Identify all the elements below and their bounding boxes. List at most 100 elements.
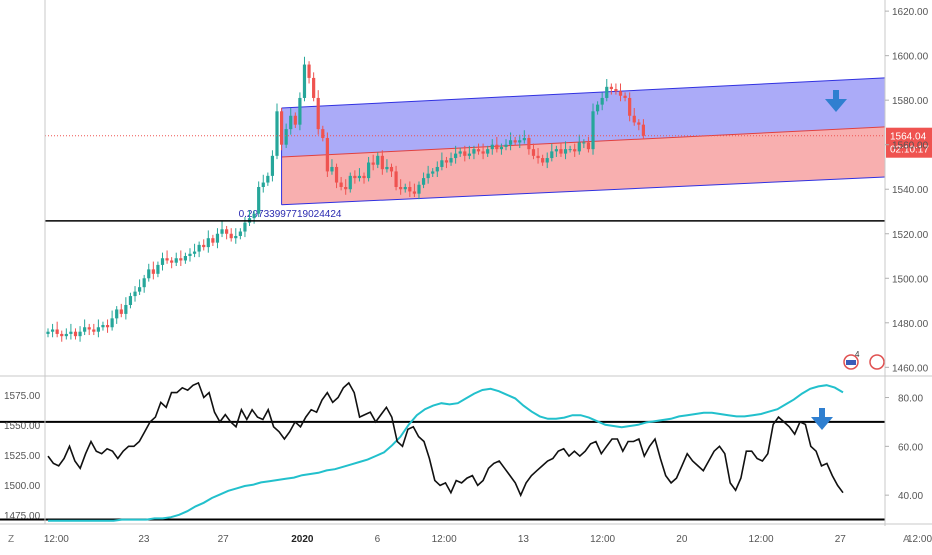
candle-body bbox=[344, 187, 348, 190]
candle-body bbox=[426, 173, 430, 179]
down-arrow-icon bbox=[825, 90, 847, 112]
time-tick-label: 12:00 bbox=[907, 534, 932, 545]
candle-body bbox=[115, 309, 119, 319]
candle-body bbox=[330, 166, 334, 172]
right-tick-label: 80.00 bbox=[898, 394, 923, 405]
candle-body bbox=[577, 142, 581, 152]
current-price-badge bbox=[886, 127, 932, 158]
candle-body bbox=[600, 97, 604, 105]
candle-body bbox=[188, 253, 192, 257]
time-tick-label: 12:00 bbox=[44, 534, 69, 545]
time-tick-label: 12:00 bbox=[590, 534, 615, 545]
candle-body bbox=[69, 331, 73, 334]
candle-body bbox=[325, 138, 329, 172]
time-tick-label: 6 bbox=[375, 534, 381, 545]
auto-scale-button[interactable]: A bbox=[903, 534, 910, 545]
moving-average-line bbox=[48, 384, 844, 522]
candle-body bbox=[261, 182, 265, 187]
price-tick-label: 1480.00 bbox=[892, 319, 929, 330]
candle-body bbox=[133, 291, 137, 297]
candle-body bbox=[284, 129, 288, 145]
candle-body bbox=[279, 111, 284, 145]
candle-body bbox=[467, 153, 471, 156]
candle-body bbox=[192, 251, 197, 254]
candle-body bbox=[614, 89, 618, 92]
candle-body bbox=[499, 146, 504, 150]
candle-body bbox=[440, 160, 444, 167]
price-tick-label: 1580.00 bbox=[892, 96, 929, 107]
channel-upper-fill bbox=[281, 77, 886, 157]
events-badge[interactable]: 4 bbox=[843, 350, 885, 370]
candle-body bbox=[412, 191, 416, 194]
price-tick-label: 1560.00 bbox=[892, 141, 929, 152]
candle-body bbox=[321, 129, 325, 139]
channel-lower-line[interactable] bbox=[281, 176, 886, 206]
candle-body bbox=[252, 213, 256, 219]
regression-channel[interactable]: 0.29733997719024424 bbox=[239, 77, 886, 220]
candle-body bbox=[444, 160, 449, 163]
candle-body bbox=[225, 229, 229, 234]
candle-body bbox=[270, 155, 275, 176]
candle-body bbox=[55, 329, 59, 334]
left-tick-label: 1500.00 bbox=[4, 481, 41, 492]
candle-body bbox=[202, 244, 206, 248]
candle-body bbox=[508, 140, 513, 145]
candle-body bbox=[215, 233, 220, 243]
candle-body bbox=[50, 329, 55, 332]
candle-body bbox=[78, 331, 82, 337]
candle-body bbox=[119, 309, 123, 314]
candle-body bbox=[504, 144, 508, 147]
candle-body bbox=[142, 278, 146, 288]
candle-body bbox=[623, 95, 627, 98]
timezone-button[interactable]: Z bbox=[8, 534, 14, 545]
candle-body bbox=[197, 244, 201, 252]
price-tick-label: 1460.00 bbox=[892, 363, 929, 374]
candle-body bbox=[243, 222, 247, 232]
candle-body bbox=[183, 256, 187, 261]
candle-body bbox=[573, 149, 577, 152]
candle-body bbox=[449, 158, 453, 163]
candle-body bbox=[257, 187, 261, 214]
candle-body bbox=[307, 64, 311, 78]
flag-icon-stripe bbox=[846, 360, 856, 365]
time-tick-label: 27 bbox=[218, 534, 230, 545]
candle-body bbox=[545, 158, 549, 163]
candle-body bbox=[522, 138, 526, 141]
candle-body bbox=[156, 264, 160, 274]
candle-body bbox=[527, 138, 531, 150]
arrow-head bbox=[825, 99, 847, 112]
candle-body bbox=[394, 171, 398, 187]
right-tick-label: 40.00 bbox=[898, 491, 923, 502]
candle-body bbox=[435, 166, 439, 172]
annotations-layer: 1564.04 02:10:17 4 bbox=[45, 90, 932, 430]
candle-body bbox=[403, 187, 407, 190]
candle-body bbox=[399, 187, 403, 190]
arrow-shaft bbox=[833, 90, 839, 102]
candle-body bbox=[490, 144, 494, 150]
arrow-head bbox=[811, 417, 833, 430]
candle-body bbox=[339, 182, 343, 187]
candle-body bbox=[312, 77, 316, 98]
down-arrow-icon bbox=[811, 408, 833, 430]
current-price-countdown: 02:10:17 bbox=[890, 145, 929, 156]
candle-body bbox=[206, 238, 210, 248]
channel-coefficient-label: 0.29733997719024424 bbox=[239, 209, 342, 220]
candle-body bbox=[275, 111, 279, 156]
candle-body bbox=[568, 149, 572, 151]
price-tick-label: 1520.00 bbox=[892, 230, 929, 241]
candle-body bbox=[348, 175, 352, 190]
candle-body bbox=[353, 175, 357, 179]
candle-body bbox=[147, 269, 151, 279]
channel-upper-line[interactable] bbox=[281, 77, 886, 109]
time-tick-label: 23 bbox=[138, 534, 150, 545]
candle-body bbox=[87, 327, 91, 330]
time-tick-label: 27 bbox=[835, 534, 847, 545]
candle-body bbox=[376, 155, 380, 165]
price-tick-label: 1600.00 bbox=[892, 52, 929, 63]
candle-body bbox=[541, 158, 545, 163]
current-price-value: 1564.04 bbox=[890, 132, 927, 143]
candle-body bbox=[73, 331, 78, 337]
right-tick-label: 60.00 bbox=[898, 442, 923, 453]
